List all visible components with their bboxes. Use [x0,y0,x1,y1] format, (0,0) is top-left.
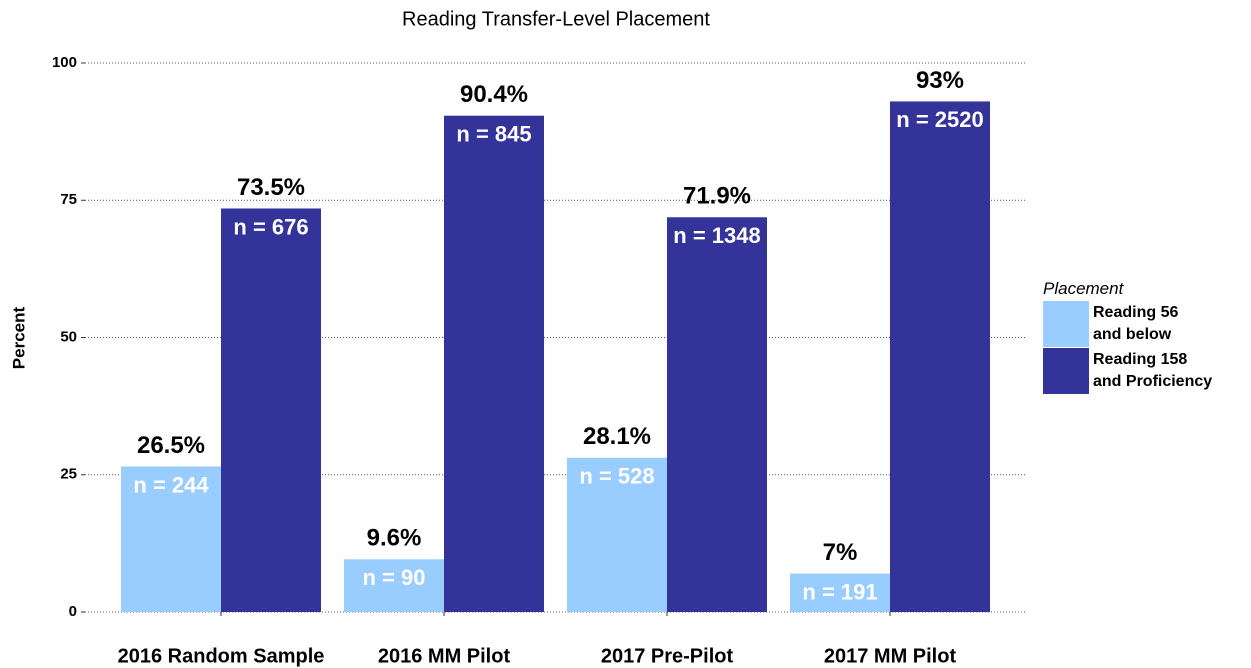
count-label: n = 191 [802,579,877,604]
value-label: 73.5% [237,174,305,201]
y-tick-label: 50 [60,328,77,345]
bar [221,208,321,613]
count-label: n = 244 [133,472,209,497]
count-label: n = 676 [233,214,308,239]
x-tick-label: 2017 Pre-Pilot [601,645,734,667]
value-label: 26.5% [137,432,205,459]
count-label: n = 2520 [896,107,983,132]
value-label: 71.9% [683,183,751,210]
legend-label: Reading 56 and below [1093,304,1179,343]
bar [567,457,667,612]
y-axis-label: Percent [9,306,28,369]
x-tick-label: 2016 Random Sample [118,645,325,667]
x-tick-label: 2017 MM Pilot [824,645,957,667]
count-label: n = 845 [456,122,531,147]
legend-key [1043,301,1089,347]
legend-label: Reading 158 and Proficiency [1093,351,1213,390]
y-tick-label: 0 [69,603,77,620]
count-label: n = 90 [363,565,426,590]
bar [890,101,990,613]
value-label: 90.4% [460,81,528,108]
legend-title: Placement [1043,279,1124,298]
bar [667,217,767,613]
y-tick-label: 75 [60,191,77,208]
bar [790,573,890,612]
value-label: 93% [916,67,964,94]
count-label: n = 1348 [673,223,760,248]
bar [344,559,444,612]
value-label: 28.1% [583,423,651,450]
y-tick-label: 25 [60,466,77,483]
bar [121,466,221,612]
chart-title: Reading Transfer-Level Placement [402,8,710,30]
x-tick-label: 2016 MM Pilot [378,645,511,667]
value-label: 7% [823,539,858,566]
count-label: n = 528 [579,464,654,489]
legend-key [1043,348,1089,394]
value-label: 9.6% [367,525,422,552]
bar [444,115,544,612]
y-tick-label: 100 [52,54,77,71]
